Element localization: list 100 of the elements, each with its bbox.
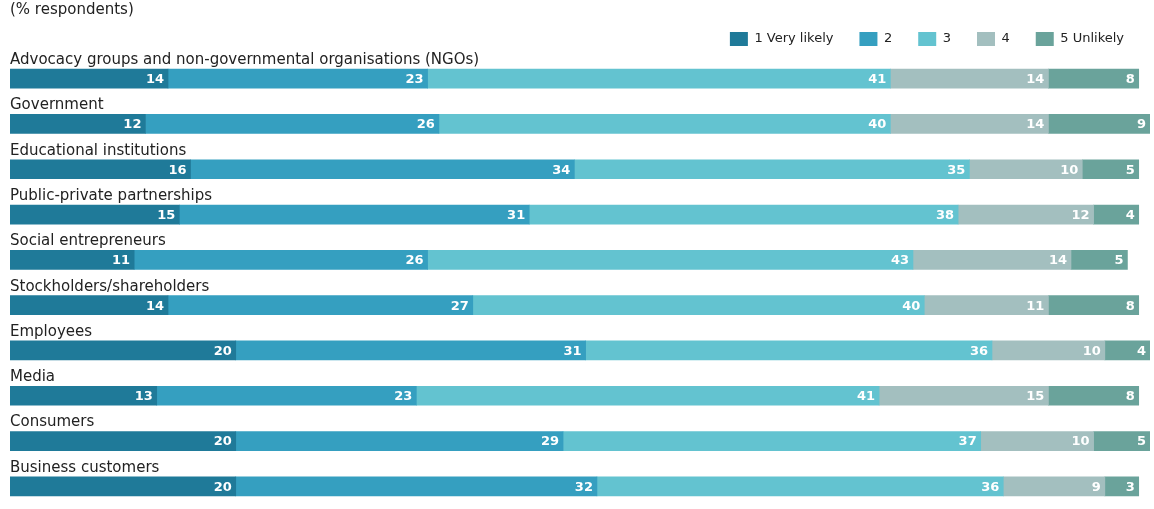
bar bbox=[1048, 295, 1140, 315]
data-label: 23 bbox=[405, 71, 424, 87]
bar bbox=[156, 385, 417, 406]
bar bbox=[416, 385, 880, 406]
y-tick-label: Advocacy groups and non-governmental organisations (NGOs) bbox=[10, 50, 480, 69]
data-label: 15 bbox=[157, 206, 176, 222]
data-label: 4 bbox=[1125, 206, 1135, 222]
data-label: 14 bbox=[1026, 116, 1045, 132]
data-label: 40 bbox=[902, 297, 921, 313]
data-label: 4 bbox=[1136, 342, 1146, 358]
data-label: 10 bbox=[1060, 161, 1079, 177]
bar bbox=[10, 476, 237, 497]
bar bbox=[427, 250, 914, 270]
bar bbox=[980, 431, 1094, 451]
data-label: 14 bbox=[145, 71, 165, 87]
data-label: 32 bbox=[574, 478, 593, 494]
bar bbox=[912, 250, 1072, 270]
data-label: 8 bbox=[1125, 297, 1135, 313]
bar bbox=[878, 385, 1049, 406]
chart-title: (% respondents) bbox=[10, 0, 134, 18]
bar bbox=[528, 204, 959, 225]
bar bbox=[1048, 68, 1140, 89]
bar bbox=[10, 295, 169, 315]
bar bbox=[1002, 476, 1106, 497]
data-label: 16 bbox=[168, 161, 187, 177]
data-label: 38 bbox=[936, 206, 955, 222]
bar bbox=[991, 340, 1106, 361]
bar bbox=[235, 340, 586, 361]
data-label: 13 bbox=[134, 388, 153, 404]
data-label: 10 bbox=[1071, 433, 1090, 449]
data-label: 11 bbox=[1026, 297, 1045, 313]
data-label: 26 bbox=[416, 116, 435, 132]
y-tick-label: Business customers bbox=[10, 457, 160, 476]
data-label: 40 bbox=[868, 116, 887, 132]
y-tick-label: Consumers bbox=[10, 412, 95, 431]
data-label: 14 bbox=[1026, 71, 1045, 87]
data-label: 5 bbox=[1125, 161, 1135, 177]
data-label: 8 bbox=[1125, 71, 1135, 87]
data-label: 9 bbox=[1091, 478, 1101, 494]
bar bbox=[562, 431, 982, 451]
data-label: 43 bbox=[890, 252, 909, 268]
legend-label: 5 Unlikely bbox=[1060, 30, 1125, 46]
bar bbox=[1048, 385, 1140, 406]
y-tick-label: Government bbox=[10, 95, 104, 114]
data-label: 29 bbox=[540, 433, 560, 449]
data-label: 14 bbox=[145, 297, 165, 313]
bar bbox=[1093, 431, 1150, 451]
legend-label: 4 bbox=[1001, 30, 1010, 46]
legend-label: 3 bbox=[942, 30, 951, 46]
bar bbox=[585, 340, 993, 361]
bar bbox=[574, 159, 970, 180]
data-label: 27 bbox=[450, 297, 469, 313]
y-tick-label: Employees bbox=[10, 321, 93, 340]
bar bbox=[178, 204, 530, 225]
bar bbox=[145, 114, 440, 134]
bar bbox=[890, 68, 1049, 89]
bar bbox=[438, 114, 891, 134]
y-tick-label: Stockholders/shareholders bbox=[10, 276, 210, 295]
data-label: 14 bbox=[1048, 252, 1067, 268]
bar bbox=[1048, 114, 1150, 134]
data-label: 37 bbox=[958, 433, 977, 449]
bar bbox=[190, 159, 575, 180]
bar bbox=[472, 295, 925, 315]
bar bbox=[969, 159, 1083, 180]
data-label: 3 bbox=[1125, 478, 1135, 494]
data-label: 23 bbox=[394, 388, 413, 404]
bar bbox=[10, 431, 237, 451]
bar bbox=[1081, 159, 1140, 180]
bar bbox=[923, 295, 1049, 315]
bar bbox=[10, 159, 191, 180]
bar bbox=[133, 250, 428, 270]
data-label: 41 bbox=[857, 388, 876, 404]
data-label: 31 bbox=[563, 342, 582, 358]
y-tick-label: Educational institutions bbox=[10, 140, 187, 159]
bar bbox=[10, 204, 180, 225]
data-label: 11 bbox=[112, 252, 131, 268]
data-label: 36 bbox=[969, 342, 988, 358]
bar bbox=[167, 68, 428, 89]
y-tick-label: Media bbox=[10, 367, 56, 386]
data-label: 36 bbox=[981, 478, 1000, 494]
legend-label: 2 bbox=[883, 30, 893, 46]
legend-label: 1 Very likely bbox=[754, 30, 834, 46]
data-label: 12 bbox=[1071, 206, 1090, 222]
bar bbox=[890, 114, 1049, 134]
bar bbox=[10, 385, 158, 406]
data-label: 9 bbox=[1136, 116, 1146, 132]
data-label: 35 bbox=[947, 161, 966, 177]
data-label: 5 bbox=[1114, 252, 1124, 268]
bar bbox=[957, 204, 1094, 225]
data-label: 34 bbox=[552, 161, 571, 177]
bar bbox=[10, 250, 135, 270]
bar bbox=[235, 476, 598, 497]
data-label: 5 bbox=[1136, 433, 1146, 449]
data-label: 12 bbox=[123, 116, 142, 132]
data-label: 20 bbox=[213, 342, 232, 358]
y-tick-label: Public-private partnerships bbox=[10, 185, 213, 204]
bar bbox=[10, 340, 237, 361]
data-label: 41 bbox=[868, 71, 887, 87]
bar bbox=[1070, 250, 1128, 270]
bar bbox=[167, 295, 474, 315]
